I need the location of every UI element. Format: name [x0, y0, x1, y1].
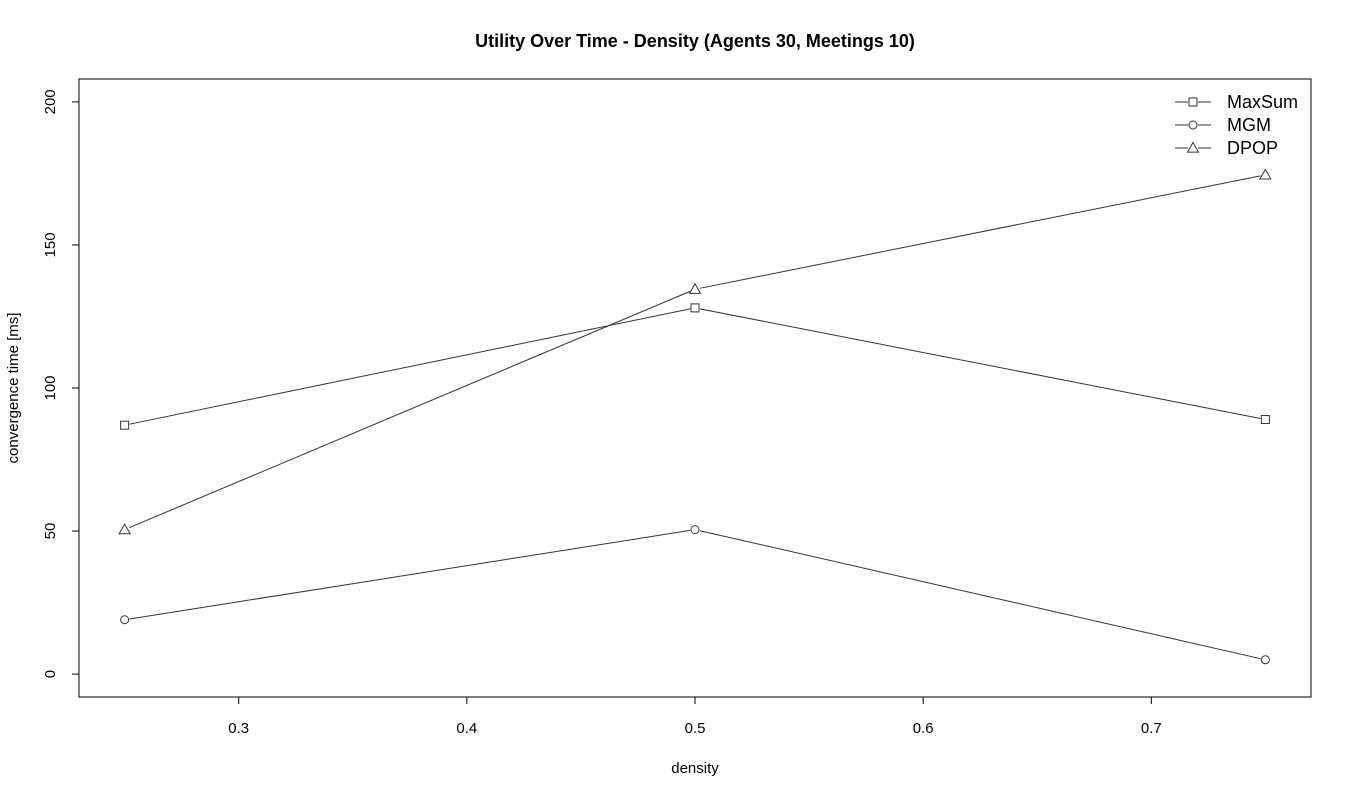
legend-label-dpop: DPOP [1227, 138, 1278, 158]
legend-item-maxsum: MaxSum [1175, 92, 1298, 112]
legend-marker-mgm [1188, 120, 1198, 130]
y-tick-label: 0 [42, 670, 59, 678]
x-tick-label: 0.7 [1141, 720, 1162, 737]
legend-label-mgm: MGM [1227, 115, 1271, 135]
y-tick-label: 150 [42, 232, 59, 257]
x-tick-label: 0.4 [456, 720, 477, 737]
x-tick-label: 0.6 [913, 720, 934, 737]
series-mgm [120, 525, 1270, 665]
series-line-dpop [699, 175, 1261, 289]
data-point-dpop [688, 282, 702, 294]
data-point-mgm [1260, 655, 1270, 665]
x-tick-label: 0.3 [228, 720, 249, 737]
series-line-mgm [129, 529, 691, 620]
series-maxsum [120, 303, 1270, 430]
y-axis-label: convergence time [ms] [5, 313, 22, 464]
data-point-dpop [118, 523, 131, 535]
data-point-dpop [1259, 168, 1272, 180]
x-axis: 0.3 0.4 0.5 0.6 0.7 [228, 696, 1162, 737]
legend-label-maxsum: MaxSum [1227, 92, 1298, 112]
series-dpop [118, 168, 1272, 535]
data-point-mgm [690, 525, 700, 535]
data-point-maxsum [1260, 414, 1270, 424]
y-tick-label: 200 [42, 89, 59, 114]
series-line-maxsum [699, 308, 1261, 420]
chart-title: Utility Over Time - Density (Agents 30, … [475, 31, 915, 51]
series-layer [118, 168, 1272, 665]
series-line-maxsum [129, 308, 691, 425]
x-axis-label: density [671, 760, 719, 777]
y-tick-label: 100 [42, 375, 59, 400]
data-point-mgm [120, 615, 130, 625]
series-line-dpop [129, 290, 691, 529]
data-point-maxsum [120, 420, 130, 430]
series-line-mgm [699, 530, 1261, 660]
legend: MaxSum MGM DPOP [1175, 92, 1298, 158]
legend-item-dpop: DPOP [1175, 138, 1278, 158]
data-point-maxsum [690, 303, 700, 313]
legend-item-mgm: MGM [1175, 115, 1271, 135]
plot-frame [78, 78, 1312, 698]
y-tick-label: 50 [42, 523, 59, 540]
legend-marker-dpop [1186, 141, 1200, 153]
legend-marker-maxsum [1188, 97, 1198, 107]
x-tick-label: 0.5 [685, 720, 706, 737]
y-axis: 0 50 100 150 200 [42, 89, 80, 678]
